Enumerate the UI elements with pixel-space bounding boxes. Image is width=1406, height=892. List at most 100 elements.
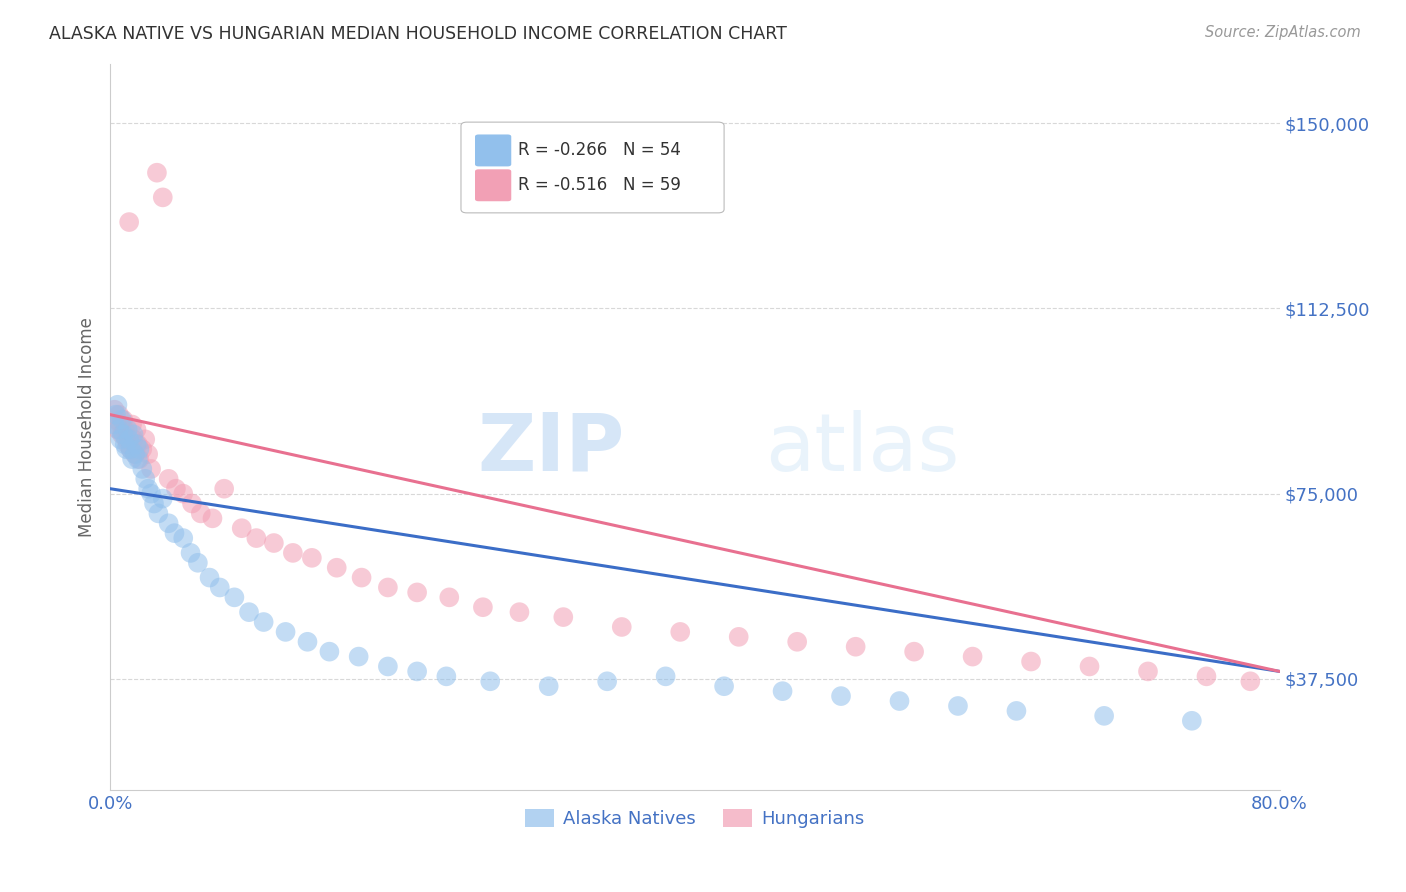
Point: [318, 645, 340, 659]
Point: [165, 482, 187, 496]
Point: [377, 659, 399, 673]
Point: [253, 615, 276, 629]
Point: [1078, 659, 1101, 673]
Point: [190, 507, 212, 521]
Point: [180, 546, 202, 560]
Point: [1327, 684, 1350, 698]
Point: [139, 462, 162, 476]
Point: [325, 560, 347, 574]
Point: [108, 408, 131, 422]
Point: [124, 447, 146, 461]
Point: [654, 669, 676, 683]
Point: [274, 624, 297, 639]
Point: [406, 665, 429, 679]
Point: [105, 408, 128, 422]
Point: [146, 166, 169, 180]
Point: [122, 427, 145, 442]
Point: [1019, 655, 1042, 669]
Point: [114, 437, 136, 451]
Point: [157, 472, 180, 486]
Y-axis label: Median Household Income: Median Household Income: [79, 317, 96, 537]
Text: Source: ZipAtlas.com: Source: ZipAtlas.com: [1205, 25, 1361, 40]
Point: [347, 649, 370, 664]
Point: [125, 422, 148, 436]
Point: [471, 600, 494, 615]
Point: [110, 417, 132, 432]
Point: [1005, 704, 1028, 718]
Point: [136, 482, 159, 496]
FancyBboxPatch shape: [475, 169, 512, 202]
Point: [121, 417, 143, 432]
FancyBboxPatch shape: [461, 122, 724, 213]
Point: [124, 447, 146, 461]
Point: [181, 496, 204, 510]
Point: [128, 452, 150, 467]
Point: [172, 486, 194, 500]
Point: [127, 452, 149, 467]
Point: [115, 442, 138, 457]
Legend: Alaska Natives, Hungarians: Alaska Natives, Hungarians: [519, 802, 872, 835]
Point: [120, 442, 142, 457]
Point: [245, 531, 267, 545]
Point: [377, 581, 399, 595]
Point: [108, 422, 131, 436]
Point: [120, 442, 142, 457]
Point: [115, 433, 138, 447]
Point: [439, 591, 461, 605]
Point: [128, 442, 150, 457]
Point: [105, 412, 128, 426]
Point: [152, 190, 174, 204]
Point: [1282, 679, 1305, 693]
Point: [350, 571, 373, 585]
Point: [198, 571, 221, 585]
FancyBboxPatch shape: [475, 135, 512, 167]
Point: [112, 412, 135, 426]
Point: [172, 531, 194, 545]
Point: [112, 427, 135, 442]
Point: [537, 679, 560, 693]
Point: [263, 536, 285, 550]
Point: [111, 412, 134, 426]
Point: [107, 398, 129, 412]
Point: [134, 433, 156, 447]
Point: [772, 684, 794, 698]
Text: R = -0.266   N = 54: R = -0.266 N = 54: [519, 142, 681, 160]
Point: [122, 433, 145, 447]
Point: [117, 437, 139, 451]
Point: [406, 585, 429, 599]
Point: [201, 511, 224, 525]
Point: [121, 452, 143, 467]
Point: [107, 422, 129, 436]
Point: [669, 624, 692, 639]
Point: [297, 634, 319, 648]
Point: [117, 422, 139, 436]
Point: [1181, 714, 1204, 728]
Point: [962, 649, 984, 664]
Text: atlas: atlas: [765, 409, 959, 488]
Point: [479, 674, 502, 689]
Point: [157, 516, 180, 531]
Point: [508, 605, 530, 619]
Point: [1371, 689, 1393, 703]
Point: [114, 422, 136, 436]
Point: [434, 669, 457, 683]
Point: [231, 521, 253, 535]
Point: [610, 620, 633, 634]
Point: [830, 689, 852, 703]
Text: R = -0.516   N = 59: R = -0.516 N = 59: [519, 177, 681, 194]
Point: [946, 698, 969, 713]
Point: [212, 482, 235, 496]
Point: [1136, 665, 1159, 679]
Point: [118, 215, 141, 229]
Point: [553, 610, 575, 624]
Point: [713, 679, 735, 693]
Point: [208, 581, 231, 595]
Point: [139, 486, 162, 500]
Point: [889, 694, 911, 708]
Point: [238, 605, 260, 619]
Point: [281, 546, 304, 560]
Point: [224, 591, 246, 605]
Point: [110, 433, 132, 447]
Point: [1239, 674, 1261, 689]
Point: [148, 507, 170, 521]
